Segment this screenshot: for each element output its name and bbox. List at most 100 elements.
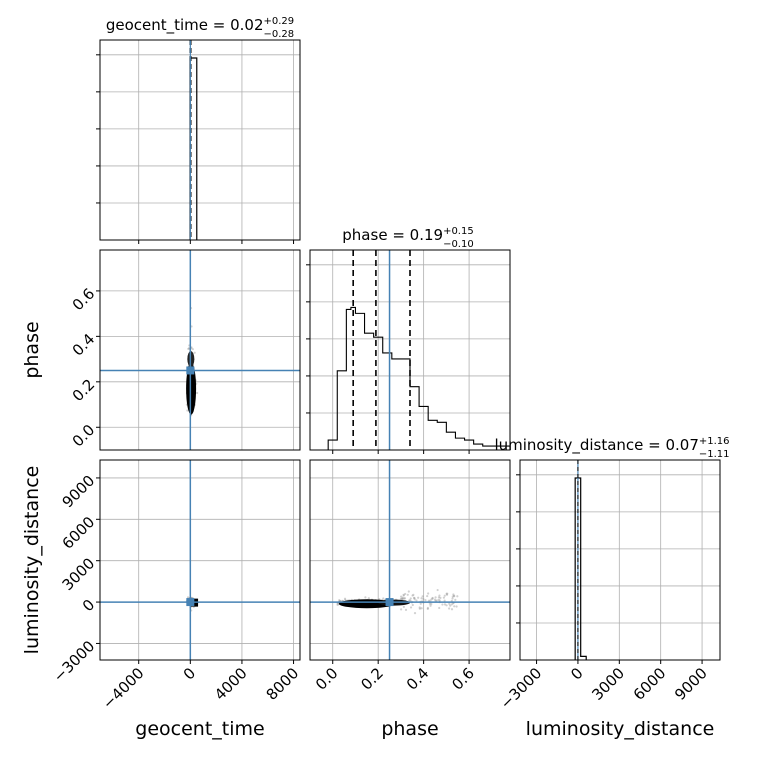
scatter-point bbox=[402, 593, 405, 596]
title-main: phase = 0.19 bbox=[342, 226, 443, 244]
density-core bbox=[186, 362, 197, 415]
scatter-point bbox=[413, 598, 416, 601]
title-main: luminosity_distance = 0.07 bbox=[494, 436, 698, 455]
scatter-point bbox=[445, 592, 448, 595]
scatter-point bbox=[343, 597, 347, 600]
scatter-point bbox=[409, 597, 412, 600]
scatter-point bbox=[420, 607, 423, 610]
scatter-point bbox=[403, 597, 406, 600]
scatter-point bbox=[409, 606, 413, 609]
scatter-point bbox=[426, 607, 429, 610]
scatter-point bbox=[427, 599, 430, 602]
panel-title: geocent_time = 0.02+0.29 bbox=[106, 16, 294, 35]
scatter-point bbox=[186, 409, 189, 412]
y-axis-label: phase bbox=[21, 321, 43, 378]
scatter-point bbox=[431, 597, 434, 600]
y-tick-label: 3000 bbox=[59, 554, 99, 594]
scatter-point bbox=[443, 603, 447, 606]
scatter-point bbox=[439, 596, 442, 599]
scatter-point bbox=[401, 597, 404, 601]
scatter-point bbox=[406, 593, 409, 596]
scatter-point bbox=[445, 604, 448, 607]
panel-title: phase = 0.19+0.15 bbox=[342, 226, 473, 244]
scatter-point bbox=[453, 605, 456, 608]
scatter-point bbox=[429, 604, 432, 607]
scatter-point bbox=[418, 606, 421, 609]
title-upper-error: +0.15 bbox=[443, 226, 474, 237]
scatter-point bbox=[186, 596, 190, 599]
scatter-point bbox=[404, 592, 407, 596]
scatter-point bbox=[367, 597, 370, 600]
scatter-point bbox=[438, 606, 441, 610]
scatter-point bbox=[441, 603, 444, 606]
scatter-point bbox=[187, 347, 190, 351]
scatter-point bbox=[427, 592, 430, 595]
x-axis-label: phase bbox=[381, 718, 438, 740]
x-axis-label: geocent_time bbox=[135, 718, 264, 740]
x-tick-label: −3000 bbox=[497, 664, 546, 713]
title-upper-error: +0.29 bbox=[264, 16, 295, 27]
scatter-point bbox=[433, 598, 437, 601]
axis-labels: geocent_time phase luminosity_distancephas… bbox=[21, 321, 714, 740]
scatter-point bbox=[424, 599, 427, 602]
scatter-point bbox=[431, 596, 434, 600]
scatter-point bbox=[421, 595, 424, 598]
x-tick-label: 8000 bbox=[263, 664, 303, 704]
scatter-point bbox=[402, 594, 405, 597]
axes-frame bbox=[309, 459, 511, 661]
scatter-point bbox=[419, 602, 422, 605]
scatter-point bbox=[434, 596, 437, 599]
x-tick-label: 0.4 bbox=[403, 664, 433, 694]
scatter-point bbox=[196, 391, 199, 395]
scatter-point bbox=[426, 594, 429, 598]
scatter-point bbox=[451, 595, 454, 598]
scatter-point bbox=[426, 606, 430, 610]
x-tick-label: 0.6 bbox=[448, 664, 478, 694]
panel-phase_vs_geocent_time bbox=[99, 249, 301, 451]
title-main: geocent_time = 0.02 bbox=[106, 16, 264, 35]
hist-step bbox=[327, 306, 511, 450]
y-tick-label: 0.6 bbox=[69, 285, 99, 315]
scatter-point bbox=[399, 597, 403, 600]
scatter-point bbox=[413, 612, 417, 615]
scatter-point bbox=[401, 596, 404, 599]
panel-distance-hist: luminosity_distance = 0.07+1.16−1.11 bbox=[494, 436, 730, 661]
scatter-point bbox=[422, 597, 425, 601]
scatter-point bbox=[344, 598, 347, 601]
scatter-point bbox=[445, 593, 449, 596]
scatter-point bbox=[452, 594, 456, 597]
hist-step bbox=[574, 477, 587, 660]
scatter-point bbox=[449, 604, 452, 607]
scatter-point bbox=[420, 597, 423, 600]
y-tick-label: 0.2 bbox=[69, 375, 99, 405]
scatter-point bbox=[336, 603, 339, 606]
axes-frame bbox=[309, 249, 511, 451]
truth-marker bbox=[186, 366, 195, 375]
scatter-point bbox=[412, 596, 416, 599]
x-tick-label: 4000 bbox=[211, 664, 251, 704]
panel-geocent-time-hist: geocent_time = 0.02+0.29−0.28 bbox=[96, 16, 301, 244]
y-tick-label: −3000 bbox=[50, 637, 99, 686]
scatter-point bbox=[443, 594, 446, 597]
truth-marker bbox=[385, 598, 394, 607]
scatter-point bbox=[191, 348, 194, 351]
scatter-point bbox=[454, 598, 457, 601]
panel-luminosity_distance_vs_geocent_time bbox=[99, 459, 301, 661]
scatter-point bbox=[415, 599, 418, 602]
scatter-clip bbox=[185, 307, 199, 417]
scatter-point bbox=[450, 603, 453, 606]
scatter-point bbox=[437, 596, 441, 599]
x-tick-label: 0.0 bbox=[312, 664, 342, 694]
scatter-point bbox=[401, 597, 404, 600]
scatter-point bbox=[417, 596, 420, 599]
scatter-point bbox=[364, 596, 367, 599]
scatter-point bbox=[403, 597, 407, 600]
x-tick-label: 0 bbox=[180, 664, 199, 683]
title-upper-error: +1.16 bbox=[699, 436, 730, 447]
x-tick-label: 3000 bbox=[588, 664, 628, 704]
y-tick-label: 6000 bbox=[59, 513, 99, 553]
scatter-point bbox=[443, 599, 446, 602]
scatter-point bbox=[193, 351, 196, 354]
title-lower-error: −0.28 bbox=[264, 29, 295, 40]
